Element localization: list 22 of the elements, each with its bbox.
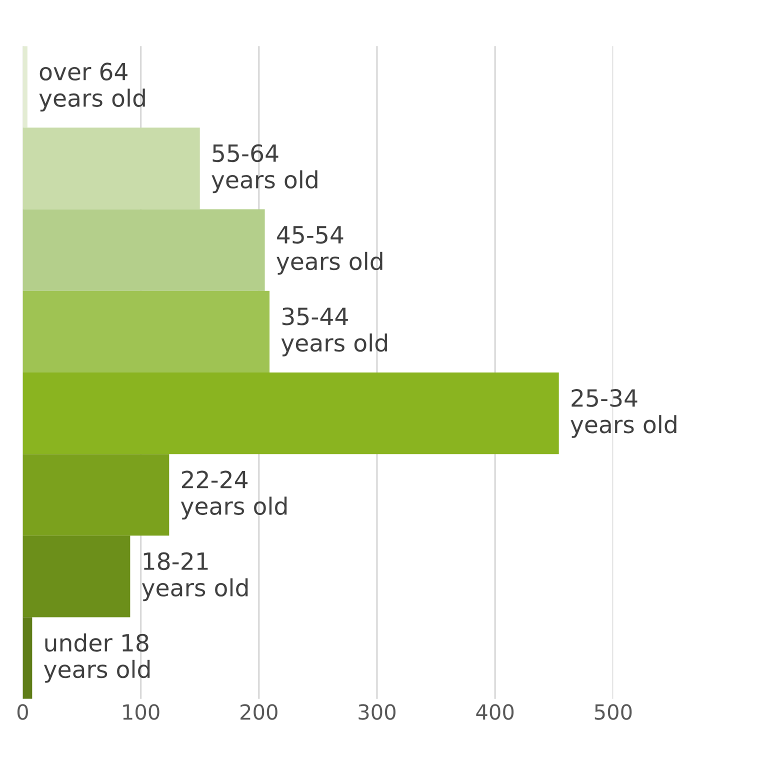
bar [22, 128, 200, 210]
bar [22, 209, 265, 291]
y-tick-label: over 64 years old [39, 62, 145, 112]
x-tick-label: 200 [240, 704, 278, 720]
x-tick-label: 100 [123, 704, 160, 720]
bar [22, 372, 559, 454]
y-tick-label: 45-54 years old [276, 226, 382, 275]
bar [22, 617, 32, 699]
y-tick-label: 18-21 years old [142, 552, 248, 602]
x-tick-label: 500 [594, 704, 632, 720]
x-tick-label: 0 [17, 704, 28, 720]
x-tick-label: 300 [358, 704, 396, 720]
bar [22, 536, 130, 618]
bar [22, 290, 270, 372]
y-tick-label: 55-64 years old [212, 144, 318, 194]
y-tick-label: under 18 years old [44, 633, 150, 683]
y-tick-label: 22-24 years old [180, 470, 287, 520]
bar [22, 454, 170, 536]
bar [22, 46, 28, 128]
y-tick-label: 35-44 years old [281, 307, 387, 356]
x-tick-label: 400 [476, 704, 514, 720]
y-tick-label: 25-34 years old [570, 389, 676, 438]
